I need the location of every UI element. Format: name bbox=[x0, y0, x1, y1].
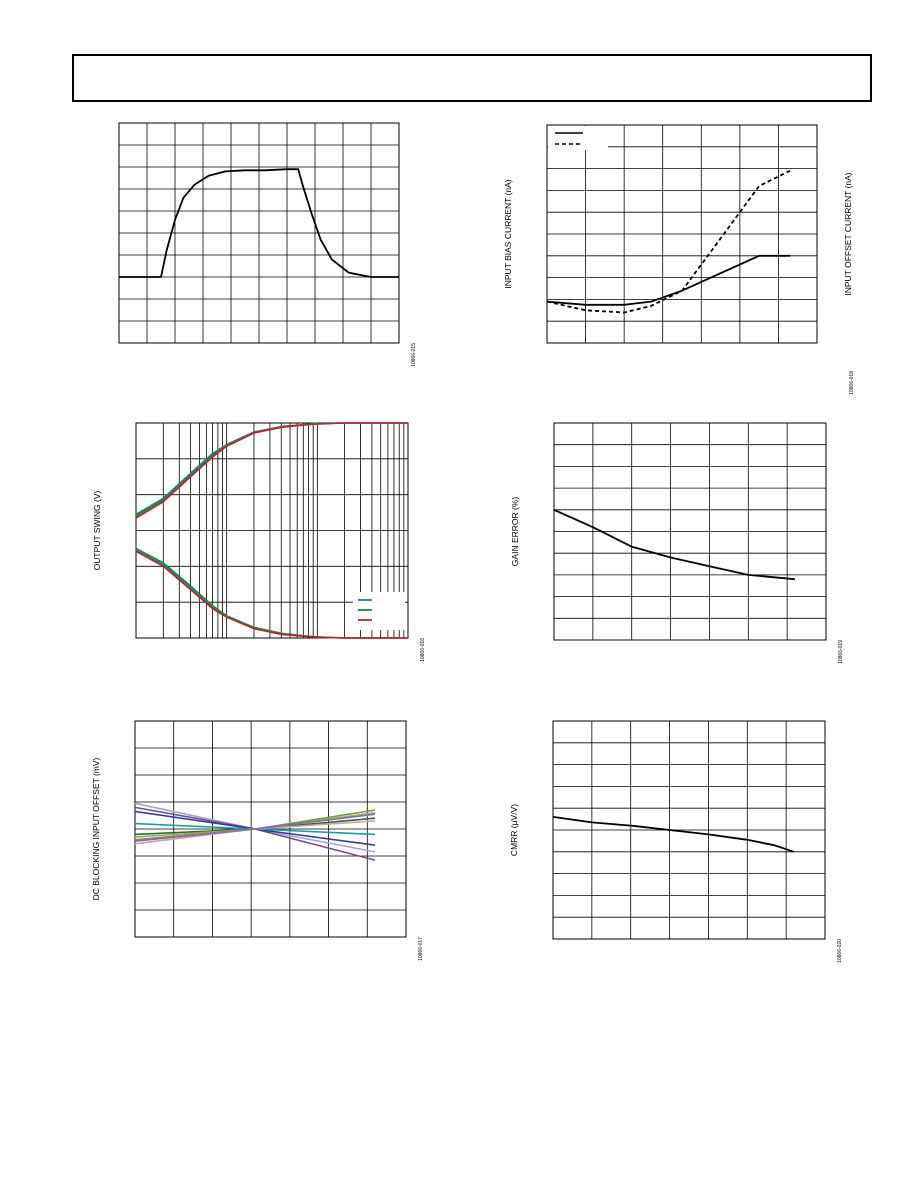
figure-code: 10866-020 bbox=[837, 939, 843, 963]
plot-frame bbox=[552, 720, 826, 940]
y-axis-label: CMRR (µV/V) bbox=[509, 804, 519, 856]
grid bbox=[553, 721, 825, 939]
grid bbox=[135, 721, 406, 937]
series-line-1 bbox=[134, 802, 376, 853]
y-axis-label: INPUT BIAS CURRENT (nA) bbox=[503, 179, 513, 288]
legend-box bbox=[548, 126, 608, 150]
y-axis-label: DC BLOCKING INPUT OFFSET (mV) bbox=[91, 757, 101, 900]
series-line-1 bbox=[552, 816, 795, 853]
grid bbox=[547, 125, 817, 343]
plot-frame bbox=[118, 122, 400, 344]
figure-code: 10866-015 bbox=[411, 343, 417, 367]
y-axis-label: GAIN ERROR (%) bbox=[510, 497, 520, 567]
plot-frame bbox=[135, 422, 409, 639]
legend bbox=[548, 126, 608, 150]
legend-box bbox=[353, 592, 405, 630]
figure-code: 10866-019 bbox=[838, 640, 844, 664]
series-line-5 bbox=[134, 817, 376, 836]
series-line-2 bbox=[135, 422, 408, 517]
legend bbox=[353, 592, 405, 630]
page-header-frame bbox=[72, 54, 872, 102]
series-line-2 bbox=[546, 169, 791, 314]
y-axis-label: OUTPUT SWING (V) bbox=[92, 491, 102, 571]
chart-input-bias-current: INPUT BIAS CURRENT (nA) INPUT OFFSET CURR… bbox=[503, 124, 855, 395]
grid bbox=[119, 123, 399, 343]
chart-gain-error: GAIN ERROR (%) 10866-019 bbox=[510, 422, 844, 664]
figure-code: 10866-017 bbox=[418, 937, 424, 961]
figure-code: 10866-016 bbox=[420, 638, 426, 662]
series-line-1 bbox=[546, 254, 790, 306]
chart-dc-blocking-input-offset: DC BLOCKING INPUT OFFSET (mV) 10866-017 bbox=[91, 720, 424, 961]
series-line-1 bbox=[553, 508, 795, 581]
chart-output-swing: OUTPUT SWING (V) 10866-016 bbox=[92, 422, 426, 662]
plot-frame bbox=[553, 422, 827, 641]
plot-frame bbox=[546, 124, 818, 344]
y2-axis-label: INPUT OFFSET CURRENT (nA) bbox=[843, 172, 853, 295]
series-line-1 bbox=[135, 422, 408, 516]
series-line-9 bbox=[134, 813, 376, 842]
chart-transient-response: 10866-015 bbox=[118, 122, 417, 367]
chart-cmrr: CMRR (µV/V) 10866-020 bbox=[509, 720, 843, 963]
series-line-6 bbox=[135, 550, 408, 639]
grid bbox=[554, 423, 826, 640]
series-line-1 bbox=[119, 168, 399, 278]
series-line-3 bbox=[135, 422, 408, 519]
plot-frame bbox=[134, 720, 407, 938]
figure-code: 10866-018 bbox=[849, 371, 855, 395]
